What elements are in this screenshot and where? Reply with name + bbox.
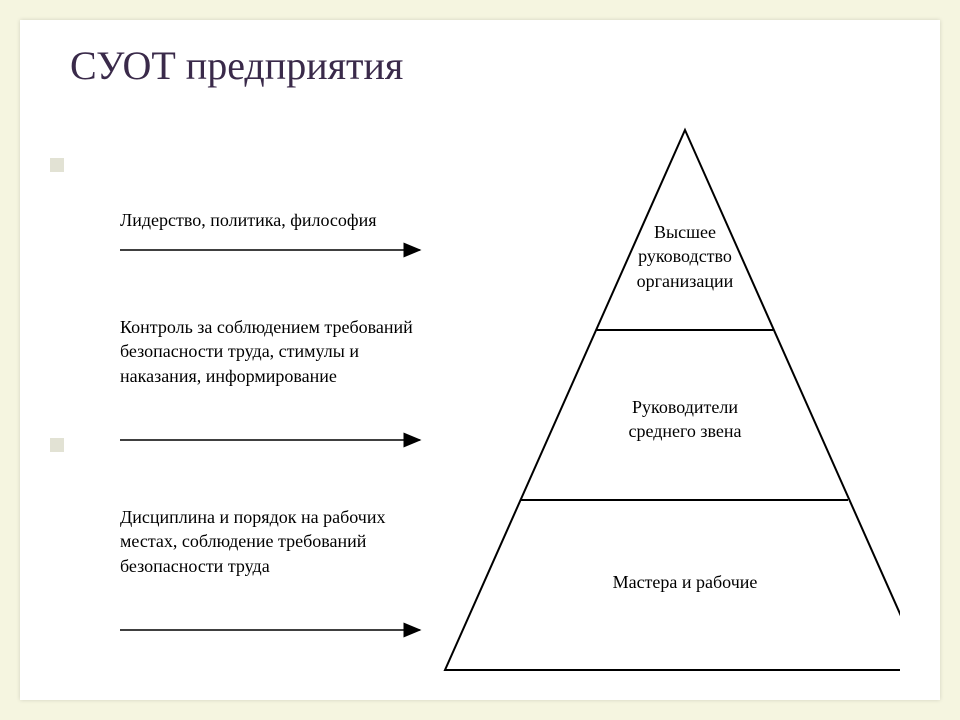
level-description-middle: Контроль за соблюдением требований безоп…: [120, 315, 440, 388]
pyramid-svg: [80, 120, 900, 680]
pyramid-diagram: Лидерство, политика, философия Контроль …: [80, 120, 900, 680]
level-label-bottom: Мастера и рабочие: [580, 570, 790, 594]
page-title: СУОТ предприятия: [70, 42, 403, 89]
slide: СУОТ предприятия Лидерство, политика, фи…: [20, 20, 940, 700]
level-label-middle: Руководители среднего звена: [605, 395, 765, 444]
bullet-decorator: [50, 438, 64, 452]
level-label-top: Высшее руководство организации: [610, 220, 760, 293]
level-description-bottom: Дисциплина и порядок на рабочих местах, …: [120, 505, 440, 578]
level-description-top: Лидерство, политика, философия: [120, 208, 440, 232]
bullet-decorator: [50, 158, 64, 172]
